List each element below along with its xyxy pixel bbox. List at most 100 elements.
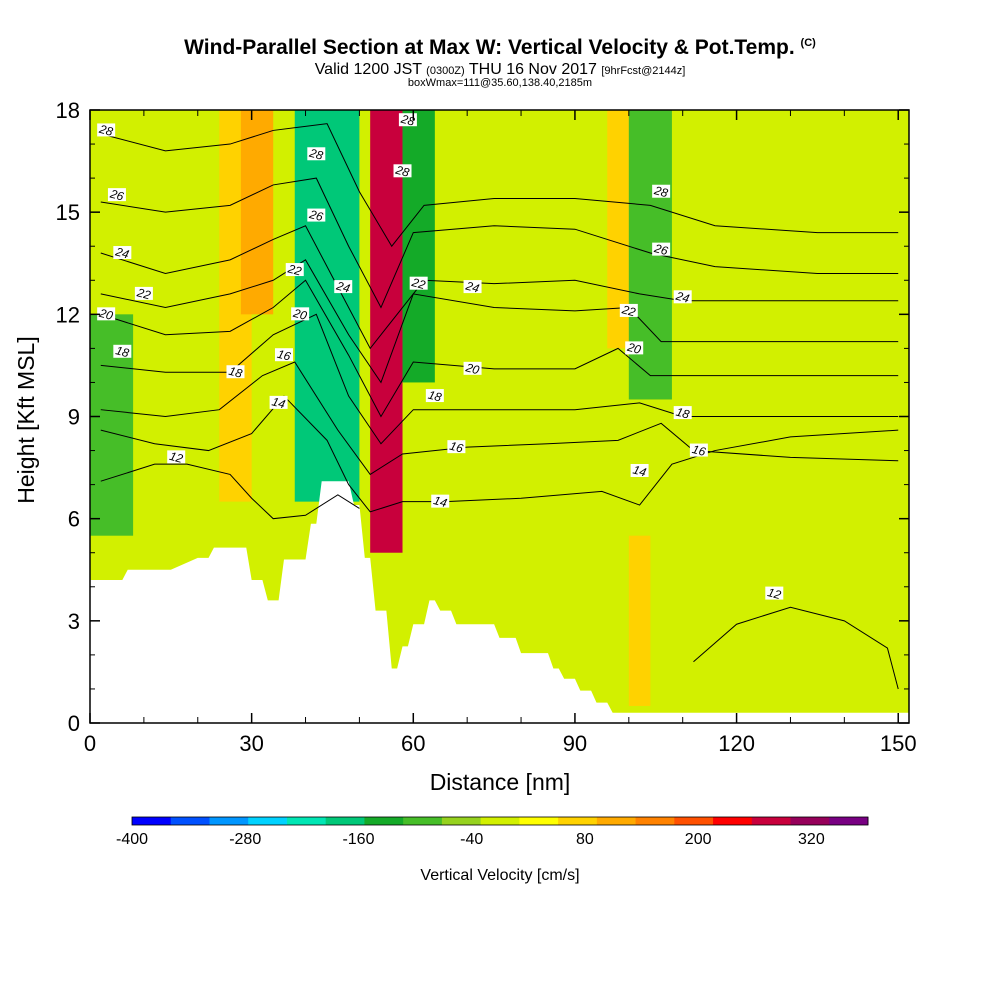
colorbar-tick-label: -160 bbox=[342, 831, 374, 848]
svg-text:12: 12 bbox=[766, 585, 783, 602]
colorbar-swatch bbox=[441, 817, 482, 825]
x-tick-label: 60 bbox=[401, 731, 425, 756]
contour-labels: 28 26 24 22 20 18 18 16 14 12 28 26 22 20 24 28 28 22 24 18… bbox=[97, 111, 784, 602]
svg-text:14: 14 bbox=[631, 462, 648, 479]
colorbar: -400 -280 -160 -40 80 200 320 bbox=[116, 816, 869, 848]
x-axis-title: Distance [nm] bbox=[430, 769, 571, 795]
chart-title-tag: (C) bbox=[800, 37, 816, 49]
terrain-shape bbox=[90, 481, 909, 723]
contour-label: 12 bbox=[167, 449, 186, 466]
contour-label: 14 bbox=[431, 493, 450, 510]
velocity-band bbox=[628, 535, 651, 706]
theta-contour-line bbox=[100, 395, 899, 513]
colorbar-label: Vertical Velocity [cm/s] bbox=[420, 867, 579, 884]
contour-label: 26 bbox=[108, 186, 126, 204]
svg-text:14: 14 bbox=[432, 493, 449, 510]
y-tick-label: 12 bbox=[56, 302, 80, 327]
svg-text:24: 24 bbox=[113, 244, 131, 261]
colorbar-swatch bbox=[635, 817, 675, 825]
contour-label: 22 bbox=[135, 285, 153, 302]
contour-label: 28 bbox=[307, 146, 326, 163]
colorbar-swatch bbox=[403, 817, 443, 825]
theta-contour-line bbox=[100, 279, 899, 418]
svg-text:22: 22 bbox=[409, 275, 427, 292]
contour-label: 28 bbox=[652, 183, 671, 200]
svg-text:20: 20 bbox=[463, 360, 481, 377]
colorbar-tick-label: 80 bbox=[576, 831, 594, 848]
contour-label: 28 bbox=[393, 163, 412, 180]
valid-time: Valid 1200 JST bbox=[314, 61, 422, 78]
svg-text:22: 22 bbox=[135, 285, 153, 302]
theta-contour-line bbox=[100, 259, 899, 384]
svg-text:26: 26 bbox=[652, 241, 670, 258]
contour-label: 28 bbox=[399, 111, 417, 129]
svg-text:16: 16 bbox=[276, 347, 293, 364]
colorbar-swatch bbox=[364, 817, 404, 825]
svg-text:18: 18 bbox=[114, 343, 131, 360]
contour-label: 14 bbox=[269, 394, 288, 411]
svg-text:28: 28 bbox=[393, 163, 411, 180]
svg-text:22: 22 bbox=[286, 261, 304, 278]
colorbar-swatch bbox=[558, 817, 598, 825]
contour-label: 22 bbox=[620, 302, 638, 319]
y-tick-label: 18 bbox=[56, 98, 80, 123]
contour-label: 22 bbox=[286, 261, 304, 279]
theta-contour-line bbox=[693, 606, 899, 690]
y-tick-label: 6 bbox=[68, 507, 80, 532]
svg-text:18: 18 bbox=[674, 405, 691, 422]
chart-subtitle: Valid 1200 JST (0300Z) THU 16 Nov 2017 [… bbox=[0, 61, 1000, 79]
y-tick-label: 15 bbox=[56, 200, 80, 225]
colorbar-tick-label: -40 bbox=[460, 831, 483, 848]
svg-text:28: 28 bbox=[652, 183, 670, 200]
colorbar-swatch bbox=[519, 817, 559, 825]
contour-label: 18 bbox=[673, 405, 692, 422]
x-tick-label: 150 bbox=[880, 731, 917, 756]
svg-text:26: 26 bbox=[108, 186, 126, 203]
x-tick-label: 0 bbox=[84, 731, 96, 756]
svg-text:26: 26 bbox=[307, 207, 325, 224]
theta-contour-line bbox=[100, 123, 899, 248]
forecast-info: [9hrFcst@2144z] bbox=[601, 65, 686, 77]
contour-label: 18 bbox=[226, 364, 245, 381]
svg-text:12: 12 bbox=[168, 449, 185, 466]
contour-label: 18 bbox=[113, 343, 132, 360]
axes: 0 30 60 90 120 150 0 3 6 9 12 15 18 bbox=[56, 98, 917, 756]
colorbar-swatch bbox=[132, 817, 172, 825]
svg-text:14: 14 bbox=[270, 394, 287, 411]
svg-text:20: 20 bbox=[291, 306, 309, 323]
contour-label: 24 bbox=[673, 289, 692, 306]
colorbar-tick-label: -280 bbox=[229, 831, 261, 848]
chart-title-text: Wind-Parallel Section at Max W: Vertical… bbox=[184, 36, 795, 59]
svg-text:18: 18 bbox=[227, 364, 244, 381]
colorbar-swatch bbox=[790, 817, 830, 825]
x-tick-label: 30 bbox=[239, 731, 263, 756]
contour-label: 18 bbox=[425, 388, 444, 405]
colorbar-tick-label: 320 bbox=[798, 831, 825, 848]
contour-label: 12 bbox=[765, 585, 784, 602]
colorbar-swatch bbox=[325, 817, 365, 825]
y-axis-title: Height [Kft MSL] bbox=[13, 336, 39, 503]
contour-label: 20 bbox=[625, 340, 644, 357]
y-tick-label: 9 bbox=[68, 405, 80, 430]
svg-text:22: 22 bbox=[620, 302, 638, 319]
contour-label: 26 bbox=[307, 207, 326, 224]
contour-label: 24 bbox=[334, 278, 353, 296]
contour-label: 28 bbox=[97, 122, 116, 139]
svg-text:18: 18 bbox=[427, 388, 444, 405]
contour-label: 16 bbox=[274, 347, 293, 364]
contour-label: 16 bbox=[689, 442, 708, 459]
valid-utc: (0300Z) bbox=[426, 65, 465, 77]
colorbar-swatch bbox=[480, 817, 520, 825]
svg-text:24: 24 bbox=[463, 278, 481, 295]
contour-label: 24 bbox=[463, 278, 482, 296]
y-tick-label: 0 bbox=[68, 711, 80, 736]
contour-label: 20 bbox=[97, 306, 116, 323]
svg-text:24: 24 bbox=[673, 289, 691, 306]
box-info: boxWmax=111@35.60,138.40,2185m bbox=[407, 77, 593, 89]
svg-text:28: 28 bbox=[97, 122, 115, 139]
theta-contour-line bbox=[100, 361, 899, 476]
contour-label: 20 bbox=[291, 306, 310, 323]
colorbar-swatch bbox=[596, 817, 637, 825]
contour-label: 22 bbox=[409, 275, 428, 292]
